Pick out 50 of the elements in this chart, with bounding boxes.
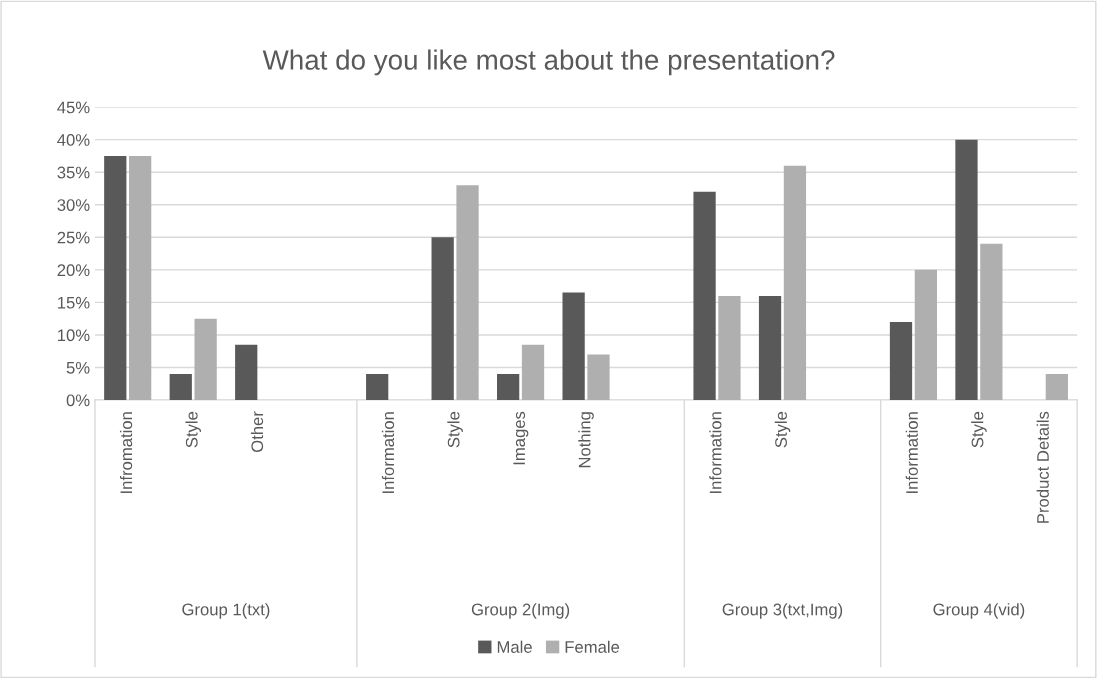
bar bbox=[914, 269, 938, 401]
legend-label: Female bbox=[565, 640, 620, 653]
bar bbox=[235, 344, 258, 401]
legend-label: Male bbox=[497, 640, 532, 653]
bar bbox=[194, 318, 217, 401]
y-tick-label: 25% bbox=[57, 231, 90, 244]
y-tick-label: 20% bbox=[57, 264, 90, 277]
x-tick-label: Style bbox=[774, 411, 791, 448]
bar bbox=[104, 155, 127, 401]
text: Group 3(txt,Img) bbox=[722, 603, 843, 619]
bar bbox=[521, 344, 545, 401]
y-tick-label: 15% bbox=[58, 296, 90, 309]
x-tick-label: Infromation bbox=[119, 412, 133, 493]
y-tick-label: 0% bbox=[66, 394, 90, 407]
x-tick-label: Style bbox=[971, 411, 987, 448]
bar bbox=[431, 237, 454, 401]
bar bbox=[718, 295, 741, 401]
bar bbox=[169, 373, 192, 401]
bar bbox=[955, 139, 978, 401]
y-tick-label: 5% bbox=[66, 361, 90, 374]
bar bbox=[693, 191, 716, 401]
bar bbox=[129, 155, 152, 401]
bar bbox=[366, 373, 389, 401]
x-tick-label: Nothing bbox=[578, 412, 594, 468]
x-tick-label: Information bbox=[381, 412, 395, 493]
bar bbox=[783, 165, 807, 401]
x-tick-label: Style bbox=[447, 411, 463, 448]
bar bbox=[980, 243, 1003, 401]
y-tick-label: 45% bbox=[57, 101, 90, 114]
x-tick-label: Images bbox=[513, 411, 529, 465]
x-tick-label: Style bbox=[185, 411, 201, 448]
bar bbox=[587, 354, 610, 401]
text: Group 1(txt) bbox=[182, 603, 270, 619]
bar bbox=[1045, 373, 1068, 401]
text: Group 2(Img) bbox=[471, 603, 570, 619]
y-tick-label: 10% bbox=[58, 329, 90, 342]
bar bbox=[889, 321, 913, 401]
x-tick-label: Information bbox=[709, 412, 722, 493]
chart-title: What do you like most about the presentation? bbox=[262, 49, 835, 76]
text: Group 4(vid) bbox=[933, 603, 1025, 619]
x-tick-label: Other bbox=[250, 411, 264, 453]
y-tick-label: 40% bbox=[57, 134, 90, 146]
bar bbox=[758, 295, 782, 401]
y-tick-label: 35% bbox=[57, 166, 90, 179]
bar bbox=[562, 292, 585, 401]
bar bbox=[497, 373, 520, 401]
x-tick-label: Product Details bbox=[1036, 411, 1049, 523]
bar bbox=[456, 185, 479, 401]
y-tick-label: 30% bbox=[57, 199, 90, 211]
x-tick-label: Information bbox=[905, 412, 918, 493]
